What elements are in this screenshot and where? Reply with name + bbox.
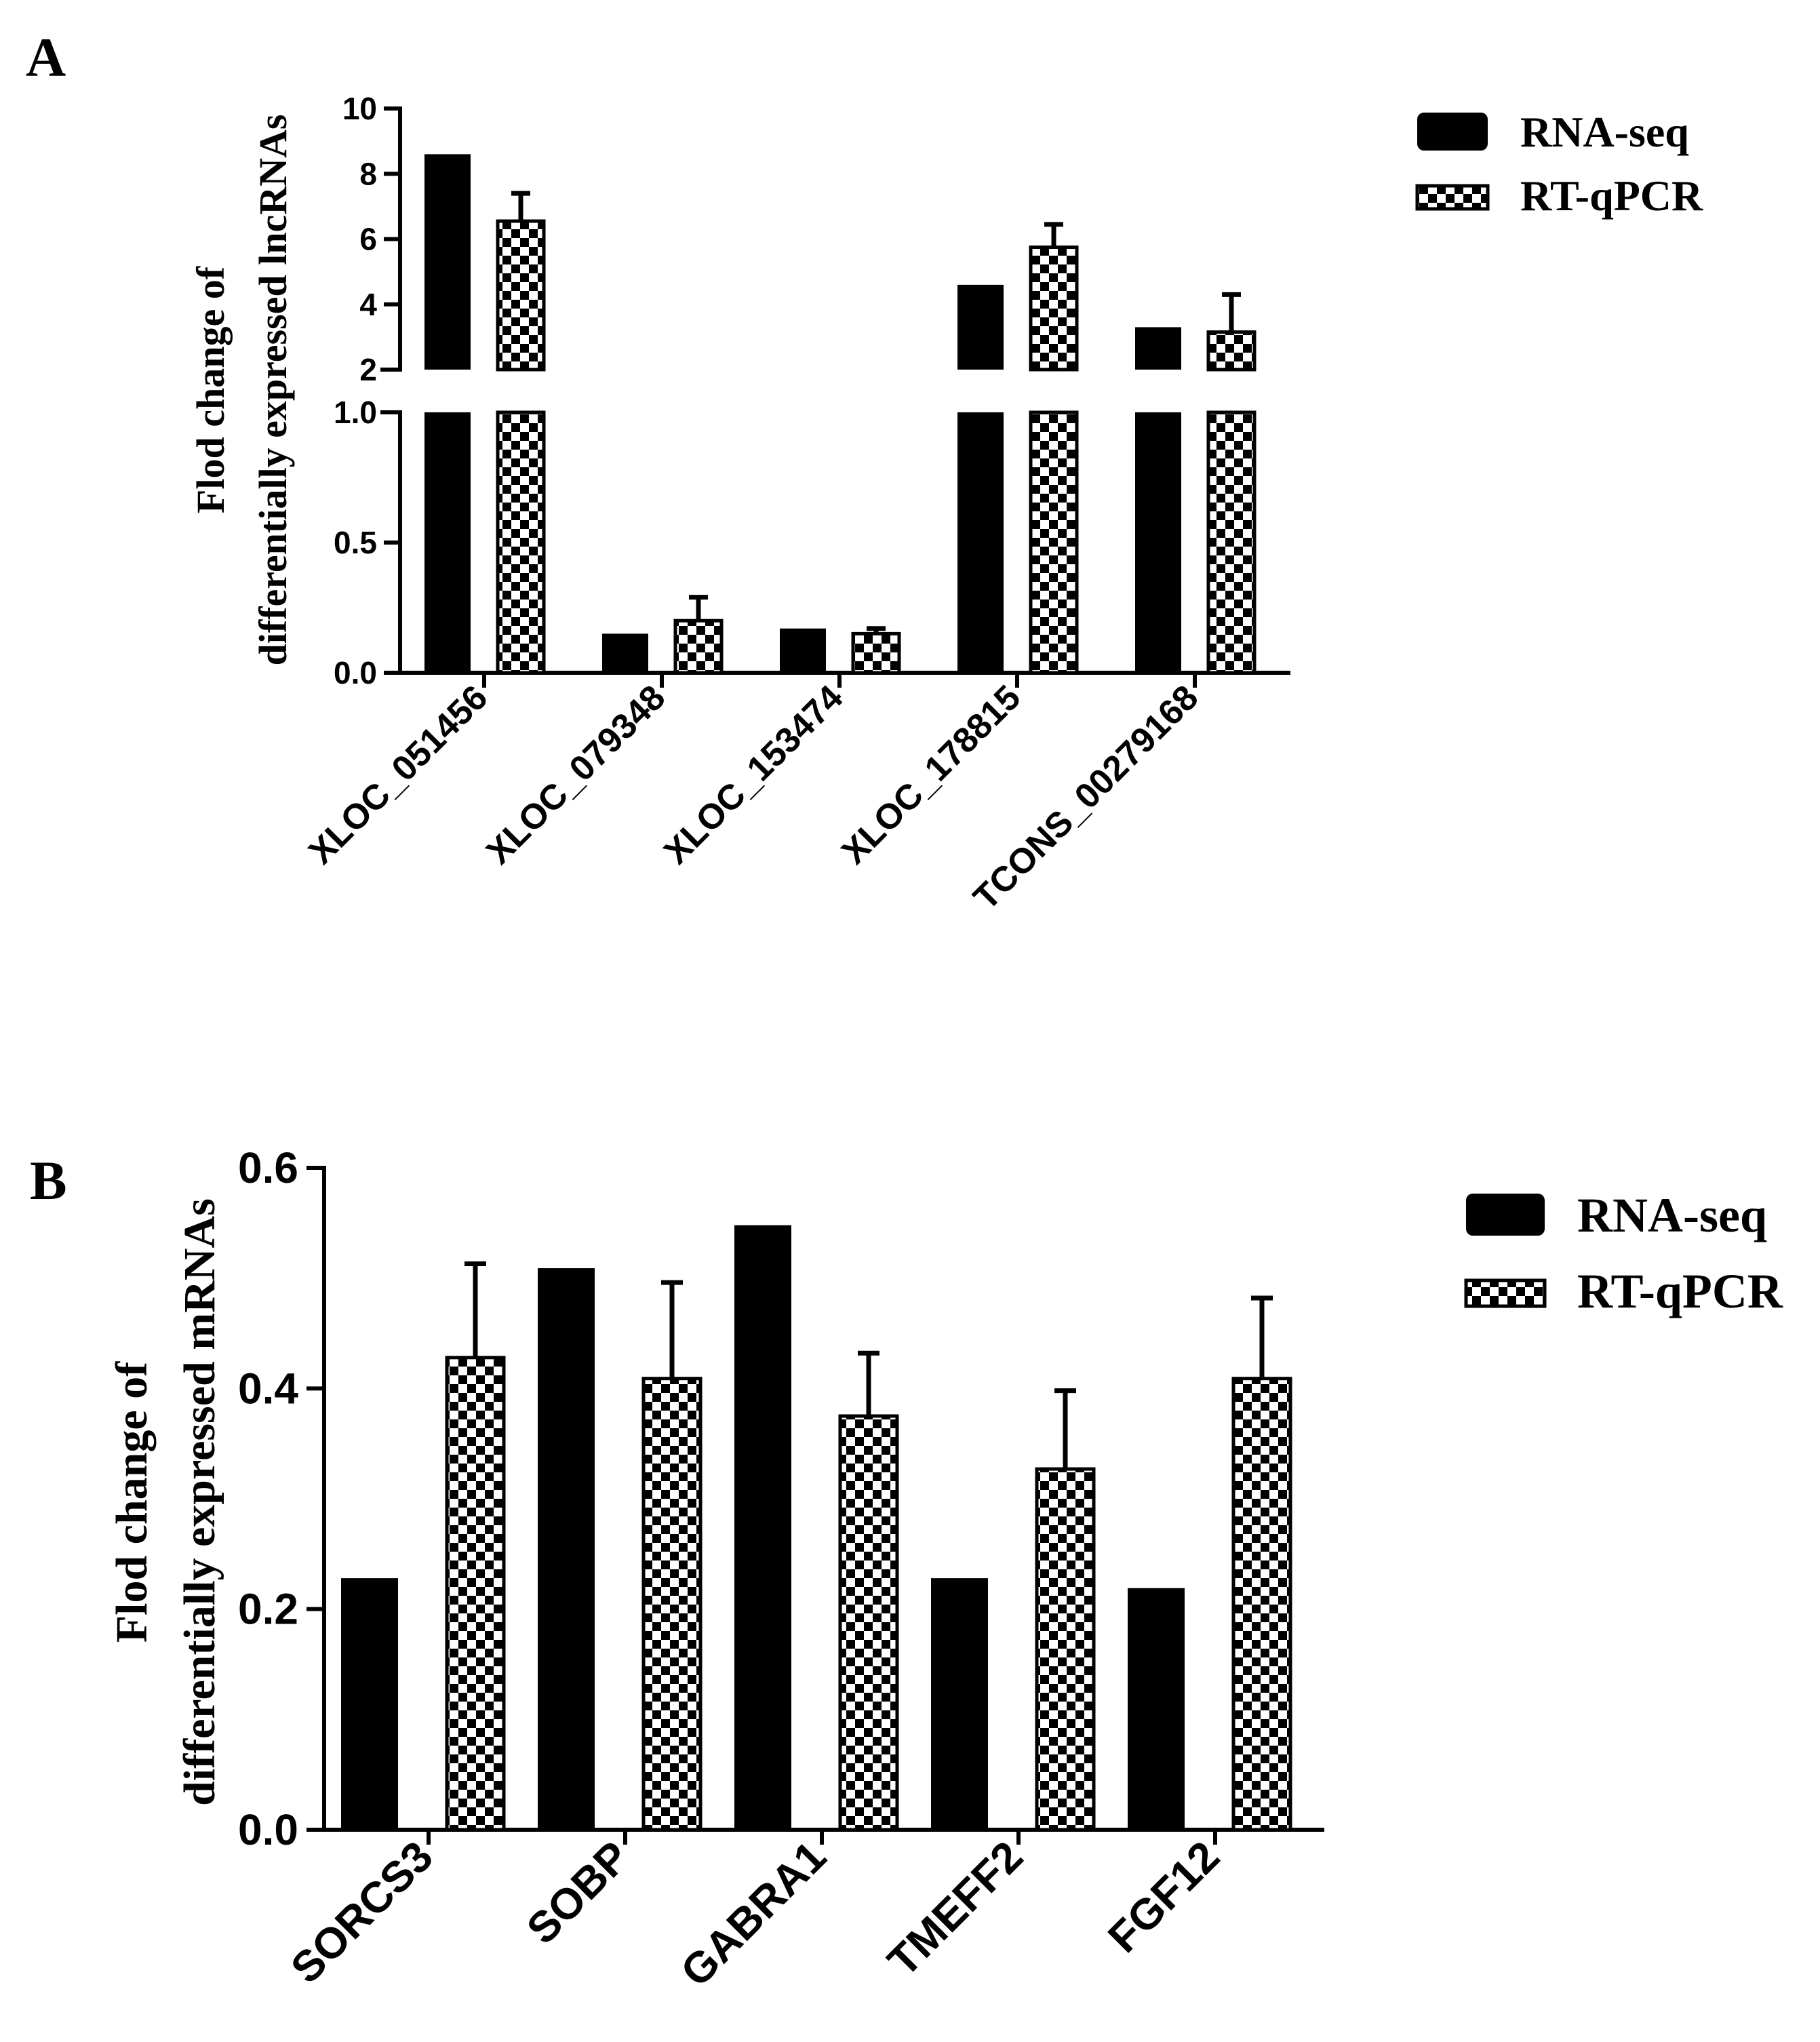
legend-swatch-rt-qpcr: [1464, 1278, 1547, 1308]
y-axis-label: Flod change of differentially expressed m…: [107, 1198, 224, 1806]
legend-label-rna-seq: RNA-seq: [1577, 1188, 1767, 1242]
y-tick-label: 1.0: [334, 395, 377, 430]
y-tick-label: 10: [342, 91, 377, 126]
y-tick-label: 4: [359, 287, 377, 322]
y-tick-label: 8: [359, 156, 377, 191]
bar-rna-seq-lower: [424, 412, 471, 673]
x-tick-label: SORCS3: [281, 1832, 442, 1992]
bar-rt-qpcr: [1035, 1467, 1096, 1832]
x-tick-label: XLOC_051456: [301, 678, 495, 871]
bar-rt-qpcr-upper: [1029, 246, 1079, 372]
bar-rna-seq: [734, 1225, 791, 1830]
y-tick-label: 2: [359, 352, 377, 387]
bar-rt-qpcr-upper: [1206, 330, 1257, 372]
y-tick-label: 0.0: [334, 655, 377, 690]
bar-rt-qpcr: [673, 619, 724, 675]
y-axis-label-line: differentially expressed mRNAs: [175, 1198, 224, 1806]
x-tick-label: GABRA1: [671, 1832, 835, 1996]
legend-label-rt-qpcr: RT-qPCR: [1577, 1264, 1783, 1318]
bar-rna-seq-lower: [1135, 412, 1181, 673]
x-tick-label: XLOC_153474: [656, 678, 850, 871]
bar-rna-seq: [538, 1268, 595, 1830]
y-axis-label-line: Flod change of: [107, 1361, 157, 1643]
bar-rt-qpcr: [1231, 1377, 1292, 1832]
y-tick-label: 6: [359, 222, 377, 257]
y-tick-label: 0.0: [238, 1805, 298, 1854]
bar-rt-qpcr: [445, 1356, 506, 1832]
bar-rna-seq-upper: [424, 154, 471, 370]
y-axis-label: Flod change of differentially expressed l…: [189, 114, 295, 665]
chart-a: Flod change of differentially expressed l…: [189, 91, 1703, 918]
y-tick-label: 0.2: [238, 1585, 298, 1634]
y-tick-label: 0.6: [238, 1143, 298, 1192]
x-tick-label: SOBP: [517, 1832, 639, 1953]
bar-rt-qpcr-upper: [496, 219, 546, 372]
x-tick-label: FGF12: [1099, 1832, 1229, 1962]
x-tick-label: TMEFF2: [878, 1832, 1032, 1986]
y-tick-label: 0.5: [334, 525, 377, 560]
x-tick-label: XLOC_178815: [834, 678, 1028, 871]
bar-rna-seq: [602, 633, 648, 673]
bar-rt-qpcr-lower: [496, 410, 546, 675]
bar-rna-seq: [931, 1578, 988, 1830]
legend-label-rt-qpcr: RT-qPCR: [1520, 172, 1703, 220]
y-axis-label-line: differentially expressed lncRNAs: [251, 114, 295, 665]
bar-rt-qpcr: [838, 1414, 899, 1832]
bar-rna-seq-lower: [957, 412, 1004, 673]
bar-rt-qpcr: [641, 1377, 703, 1832]
chart-b: Flod change of differentially expressed m…: [107, 1143, 1783, 1996]
x-tick-label: XLOC_079348: [479, 678, 673, 871]
y-tick-label: 0.4: [238, 1364, 298, 1413]
bar-rt-qpcr-lower: [1206, 410, 1257, 675]
bar-rna-seq: [780, 628, 826, 673]
legend-swatch-rna-seq: [1466, 1194, 1545, 1236]
legend-swatch-rna-seq: [1417, 113, 1488, 151]
legend-label-rna-seq: RNA-seq: [1520, 108, 1689, 156]
bar-rna-seq: [341, 1578, 398, 1830]
y-axis-label-line: Flod change of: [189, 266, 233, 513]
bar-rt-qpcr: [851, 631, 901, 675]
bar-rna-seq-upper: [957, 284, 1004, 370]
bar-rna-seq: [1128, 1588, 1185, 1830]
legend-swatch-rt-qpcr: [1415, 184, 1490, 211]
panel-b-label: B: [30, 1150, 67, 1211]
bar-rna-seq-upper: [1135, 327, 1181, 370]
bar-rt-qpcr-lower: [1029, 410, 1079, 675]
panel-a-label: A: [26, 26, 66, 88]
